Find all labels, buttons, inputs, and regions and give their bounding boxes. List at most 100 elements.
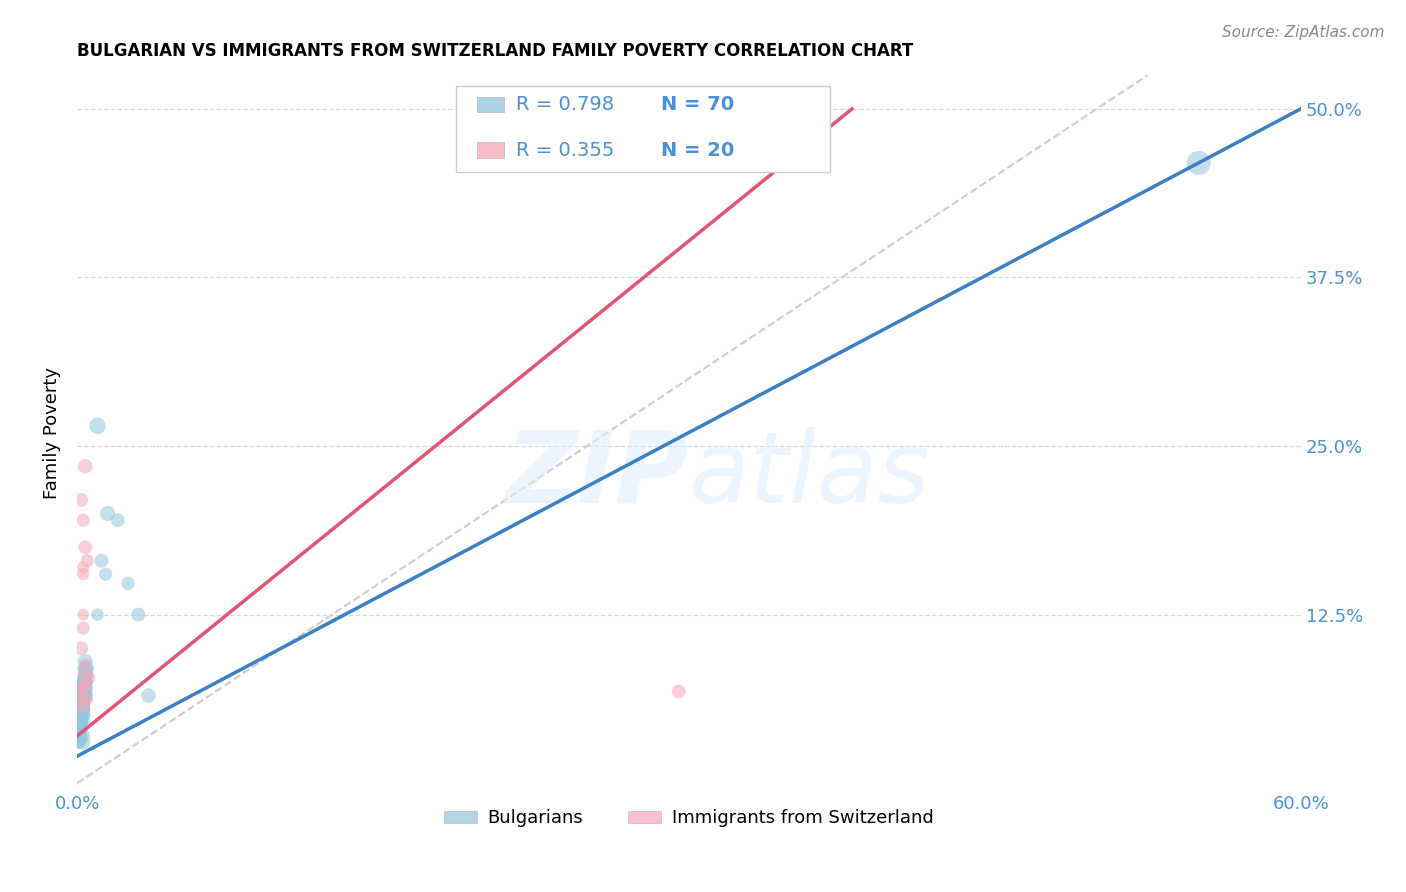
Point — [72, 675, 94, 690]
Point — [75, 681, 97, 696]
Text: R = 0.798: R = 0.798 — [516, 95, 614, 114]
Point — [70, 715, 93, 730]
Point — [72, 695, 94, 709]
Point — [76, 692, 98, 706]
Point — [70, 708, 93, 723]
Point — [70, 715, 93, 730]
Point — [75, 459, 97, 474]
Point — [70, 715, 93, 730]
Point — [75, 681, 97, 696]
Point — [70, 702, 93, 716]
Point — [72, 695, 94, 709]
Point — [75, 675, 97, 690]
Point — [67, 729, 90, 743]
Point — [75, 657, 97, 672]
Point — [75, 675, 97, 690]
Point — [75, 655, 97, 669]
Point — [75, 679, 97, 693]
Point — [76, 661, 98, 675]
Point — [72, 681, 94, 696]
Text: atlas: atlas — [689, 427, 931, 524]
Point — [67, 723, 90, 737]
Point — [72, 607, 94, 622]
Point — [70, 729, 93, 743]
Text: N = 20: N = 20 — [661, 141, 734, 160]
Point — [70, 708, 93, 723]
Text: Source: ZipAtlas.com: Source: ZipAtlas.com — [1222, 25, 1385, 40]
Point — [75, 668, 97, 682]
Point — [70, 684, 93, 698]
Point — [72, 681, 94, 696]
Text: ZIP: ZIP — [506, 427, 689, 524]
Point — [72, 715, 94, 730]
Y-axis label: Family Poverty: Family Poverty — [44, 367, 60, 499]
Point — [70, 715, 93, 730]
Point — [97, 507, 120, 521]
Point — [668, 684, 690, 698]
Point — [94, 567, 117, 582]
Point — [70, 692, 93, 706]
Point — [90, 554, 112, 568]
Point — [72, 695, 94, 709]
Point — [75, 668, 97, 682]
Point — [75, 689, 97, 703]
Point — [70, 723, 93, 737]
Point — [72, 621, 94, 635]
Point — [75, 661, 97, 675]
Point — [72, 699, 94, 714]
Point — [138, 689, 160, 703]
Point — [117, 576, 139, 591]
Point — [75, 689, 97, 703]
Point — [72, 695, 94, 709]
Point — [127, 607, 149, 622]
Point — [72, 695, 94, 709]
Point — [70, 715, 93, 730]
Point — [72, 702, 94, 716]
Point — [72, 567, 94, 582]
Point — [67, 708, 90, 723]
Point — [72, 689, 94, 703]
Point — [86, 418, 108, 433]
Point — [67, 729, 90, 743]
Bar — [477, 96, 505, 112]
Text: BULGARIAN VS IMMIGRANTS FROM SWITZERLAND FAMILY POVERTY CORRELATION CHART: BULGARIAN VS IMMIGRANTS FROM SWITZERLAND… — [77, 42, 914, 60]
Point — [72, 736, 94, 750]
Point — [76, 554, 98, 568]
Text: R = 0.355: R = 0.355 — [516, 141, 614, 160]
Point — [72, 702, 94, 716]
Point — [1188, 156, 1211, 170]
Text: N = 70: N = 70 — [661, 95, 734, 114]
Point — [75, 661, 97, 675]
Point — [72, 702, 94, 716]
Point — [75, 689, 97, 703]
Point — [72, 689, 94, 703]
Point — [72, 702, 94, 716]
Point — [72, 675, 94, 690]
Point — [107, 513, 129, 527]
Point — [72, 513, 94, 527]
Point — [72, 708, 94, 723]
Point — [70, 493, 93, 508]
Point — [75, 675, 97, 690]
Point — [75, 689, 97, 703]
Point — [75, 668, 97, 682]
Point — [72, 702, 94, 716]
Point — [72, 679, 94, 693]
Point — [72, 689, 94, 703]
Point — [79, 671, 101, 685]
Point — [70, 729, 93, 743]
Legend: Bulgarians, Immigrants from Switzerland: Bulgarians, Immigrants from Switzerland — [437, 802, 941, 835]
Point — [72, 702, 94, 716]
Point — [70, 708, 93, 723]
Point — [67, 736, 90, 750]
Point — [72, 560, 94, 574]
Bar — [477, 143, 505, 158]
Point — [70, 695, 93, 709]
Point — [70, 641, 93, 656]
Point — [70, 723, 93, 737]
Point — [72, 729, 94, 743]
Point — [86, 607, 108, 622]
Point — [72, 708, 94, 723]
Point — [75, 540, 97, 554]
Point — [72, 708, 94, 723]
